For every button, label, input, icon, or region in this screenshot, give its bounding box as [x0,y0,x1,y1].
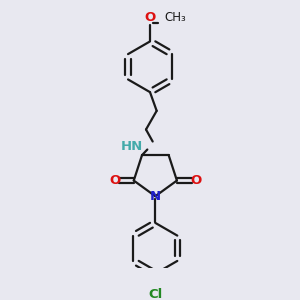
Text: O: O [110,174,121,187]
Text: O: O [144,11,156,24]
Text: HN: HN [121,140,143,153]
Text: Cl: Cl [148,288,163,300]
Text: N: N [150,190,161,203]
Text: O: O [190,174,201,187]
Text: CH₃: CH₃ [165,11,186,24]
